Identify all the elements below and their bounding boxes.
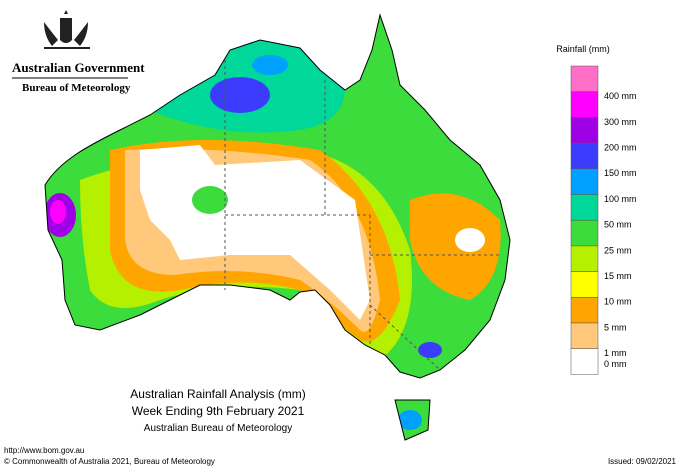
legend-swatch bbox=[570, 297, 599, 324]
legend-label: 200 mm bbox=[604, 142, 637, 152]
legend-swatch bbox=[570, 271, 599, 298]
issued: Issued: 09/02/2021 bbox=[608, 457, 677, 466]
legend-swatch bbox=[570, 322, 599, 349]
legend-label: 5 mm bbox=[604, 322, 627, 332]
copyright: © Commonwealth of Australia 2021, Bureau… bbox=[4, 457, 215, 466]
legend: 400 mm 300 mm 200 mm 150 mm 100 mm 50 mm 25 mm… bbox=[570, 65, 637, 375]
legend-swatch bbox=[570, 168, 599, 195]
caption-line: Australian Rainfall Analysis (mm) bbox=[130, 387, 305, 401]
legend-swatch bbox=[570, 91, 599, 118]
legend-swatch bbox=[570, 65, 599, 92]
legend-label: 0 mm bbox=[604, 359, 627, 369]
legend-title: Rainfall (mm) bbox=[556, 44, 610, 54]
legend-swatch bbox=[570, 194, 599, 221]
legend-swatch bbox=[570, 219, 599, 247]
legend-swatch bbox=[570, 142, 599, 170]
legend-label: 50 mm bbox=[604, 220, 632, 230]
emblem bbox=[44, 10, 90, 49]
coastline bbox=[44, 13, 511, 441]
legend-label: 300 mm bbox=[604, 117, 637, 127]
bureau: Bureau of Meteorology bbox=[22, 82, 131, 94]
caption-line: Week Ending 9th February 2021 bbox=[132, 404, 305, 418]
legend-label: 25 mm bbox=[604, 245, 632, 255]
legend-label: 1 mm bbox=[604, 348, 627, 358]
caption-line: Australian Bureau of Meteorology bbox=[144, 423, 292, 434]
legend-swatch bbox=[570, 348, 599, 375]
legend-swatch bbox=[570, 117, 599, 144]
url: http://www.bom.gov.au bbox=[4, 446, 84, 455]
legend-label: 400 mm bbox=[604, 91, 637, 101]
state-borders bbox=[224, 60, 500, 371]
government: Australian Government bbox=[12, 60, 145, 75]
legend-swatch bbox=[570, 245, 599, 272]
legend-label: 15 mm bbox=[604, 271, 632, 281]
legend-label: 100 mm bbox=[604, 194, 637, 204]
legend-label: 150 mm bbox=[604, 168, 637, 178]
legend-label: 10 mm bbox=[604, 297, 632, 307]
